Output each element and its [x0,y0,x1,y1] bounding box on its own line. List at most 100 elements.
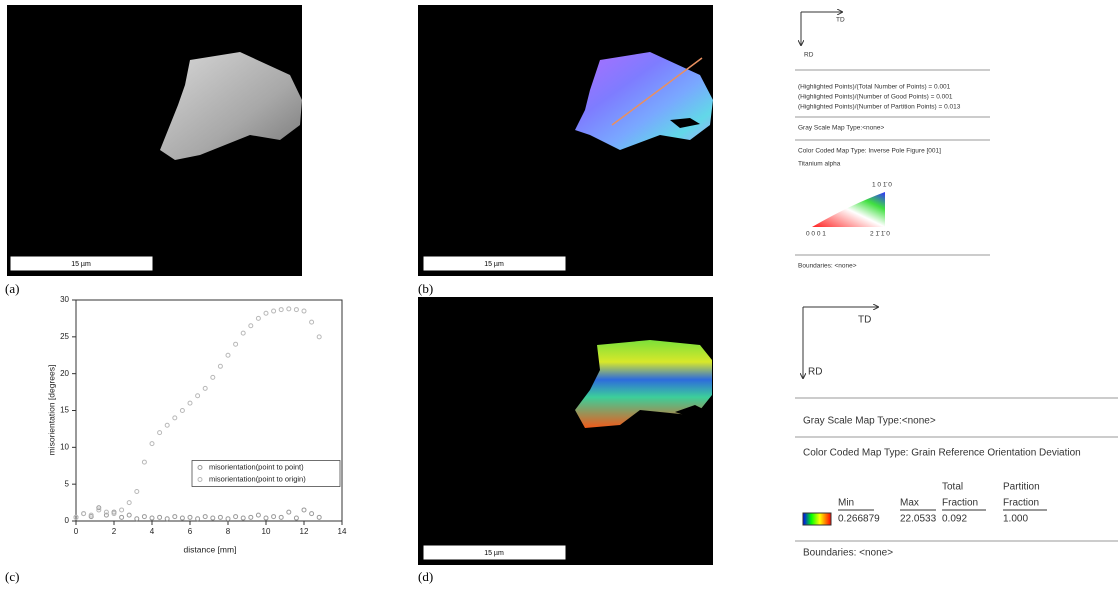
gray-map-type: Gray Scale Map Type:<none> [798,125,884,132]
data-point [211,516,215,520]
figure: 15 µm (a) 15 µm (b) TD RD (Highlighted P… [0,0,1118,591]
panel-label: (a) [5,281,19,296]
gray-map-type: Gray Scale Map Type:<none> [803,416,936,427]
data-point [249,324,253,328]
x-tick-label: 4 [150,527,155,536]
data-point [135,517,139,521]
data-point [82,512,86,516]
data-point [241,516,245,520]
data-point [317,335,321,339]
legend-label: misorientation(point to point) [209,462,304,471]
data-point [272,515,276,519]
data-point [294,516,298,520]
ipf-corner: 2 1̄ 1̄ 0 [870,231,890,238]
data-point [165,517,169,521]
data-point [249,515,253,519]
y-axis-label: misorientation [degrees] [46,365,56,456]
data-point [135,490,139,494]
stat: (Highlighted Points)/(Total Number of Po… [798,84,951,91]
y-tick-label: 10 [60,442,69,451]
rd-label: RD [808,367,822,378]
x-tick-label: 2 [112,527,117,536]
panel-label: (c) [5,569,19,584]
data-point [196,517,200,521]
y-tick-label: 0 [65,516,70,525]
data-point [317,515,321,519]
y-tick-label: 30 [60,295,69,304]
data-point [279,515,283,519]
y-tick-label: 20 [60,369,69,378]
table-header: Fraction [1003,498,1039,509]
y-tick-label: 15 [60,406,69,415]
data-point [256,316,260,320]
data-point [241,331,245,335]
table-header: Partition [1003,482,1040,493]
table-header: Fraction [942,498,978,509]
boundaries: Boundaries: <none> [803,548,893,559]
td-label: TD [836,17,845,24]
x-tick-label: 10 [262,527,271,536]
data-point [142,515,146,519]
data-point [234,515,238,519]
x-tick-label: 12 [300,527,309,536]
x-tick-label: 6 [188,527,193,536]
color-map-type: Color Coded Map Type: Grain Reference Or… [803,448,1081,459]
stat: (Highlighted Points)/(Number of Good Poi… [798,94,953,101]
data-point [218,515,222,519]
data-point [310,512,314,516]
data-point [218,364,222,368]
legend-label: misorientation(point to origin) [209,474,306,483]
scale-bar-label: 15 µm [484,261,504,268]
data-point [211,375,215,379]
data-point [287,307,291,311]
color-bar [803,513,831,525]
table-value: 22.0533 [900,514,937,525]
data-point [279,308,283,312]
data-point [294,308,298,312]
x-axis-label: distance [mm] [184,544,237,554]
x-tick-label: 0 [74,527,79,536]
data-point [310,320,314,324]
y-tick-label: 25 [60,332,69,341]
data-point [173,515,177,519]
data-point [165,423,169,427]
y-tick-label: 5 [65,479,70,488]
data-point [226,517,230,521]
data-point [302,309,306,313]
data-point [264,516,268,520]
scale-bar-label: 15 µm [484,550,504,557]
table-value: 0.266879 [838,514,880,525]
scale-bar-label: 15 µm [71,261,91,268]
data-point [173,416,177,420]
data-point [127,513,131,517]
panel-label: (b) [418,281,433,296]
data-point [158,431,162,435]
data-point [196,394,200,398]
data-point [120,508,124,512]
map-image [418,297,713,565]
data-point [188,401,192,405]
td-label: TD [858,315,871,326]
table-header: Total [942,482,963,493]
color-map-type: Color Coded Map Type: Inverse Pole Figur… [798,148,941,155]
x-tick-label: 8 [226,527,231,536]
data-point [226,353,230,357]
data-point [302,508,306,512]
data-point [264,311,268,315]
ipf-corner: 0 0 0 1 [806,231,826,238]
x-tick-label: 14 [338,527,347,536]
data-point [158,515,162,519]
table-value: 1.000 [1003,514,1028,525]
table-header: Max [900,498,919,509]
boundaries: Boundaries: <none> [798,263,857,270]
data-point [203,386,207,390]
data-point [127,501,131,505]
data-point [287,510,291,514]
data-point [180,516,184,520]
data-point [142,460,146,464]
map-image [418,5,713,276]
rd-label: RD [804,52,814,59]
ipf-corner: 1 0 1̄ 0 [872,182,892,189]
map-image [7,5,302,276]
phase-name: Titanium alpha [798,161,841,168]
